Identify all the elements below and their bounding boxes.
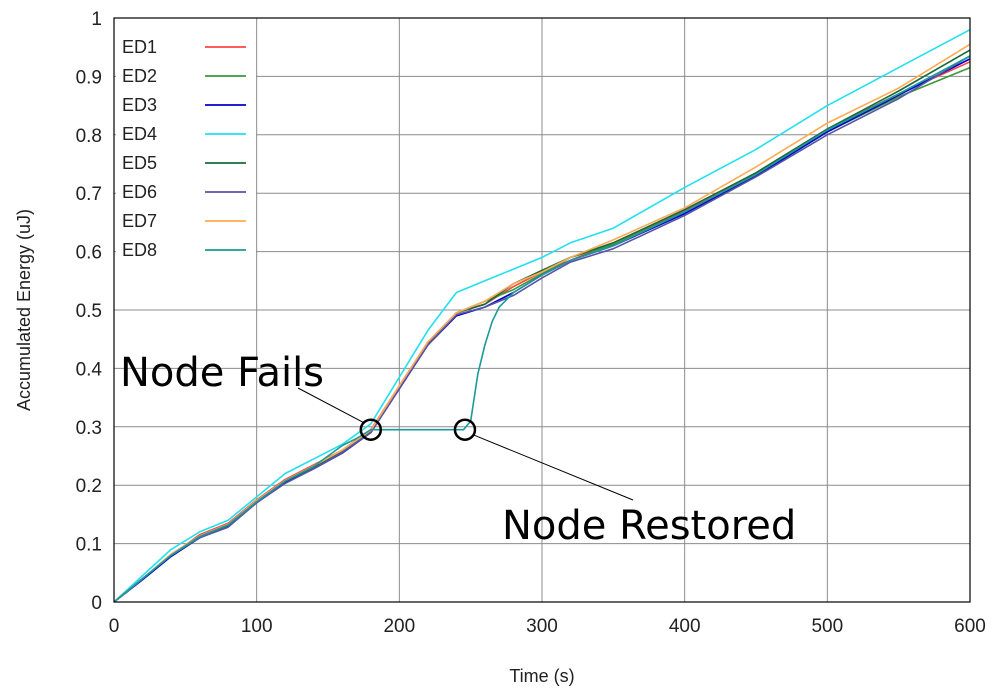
node-fails-label: Node Fails xyxy=(120,350,324,396)
x-axis-label: Time (s) xyxy=(509,666,574,686)
x-tick-label: 200 xyxy=(383,616,415,637)
node-fails-leader xyxy=(297,387,365,424)
y-tick-label: 0.7 xyxy=(76,184,102,205)
x-tick-label: 600 xyxy=(954,616,986,637)
y-tick-label: 0.2 xyxy=(76,476,102,497)
node-restored-marker xyxy=(453,418,477,441)
y-tick-label: 0.3 xyxy=(76,418,102,439)
y-axis-label: Accumulated Energy (uJ) xyxy=(14,209,34,411)
y-tick-label: 0.6 xyxy=(76,243,102,264)
legend-label: ED6 xyxy=(122,182,157,202)
y-tick-label: 1 xyxy=(91,9,102,30)
y-tick-label: 0.8 xyxy=(76,126,102,147)
legend-label: ED7 xyxy=(122,211,157,231)
legend-label: ED3 xyxy=(122,95,157,115)
series-line-ed6 xyxy=(113,55,971,603)
y-tick-label: 0.9 xyxy=(76,67,102,88)
legend: ED1 ED2 ED3 ED4 ED5 ED6 ED7 ED8 xyxy=(116,28,256,260)
y-tick-label: 0.1 xyxy=(76,535,102,556)
legend-label: ED1 xyxy=(122,37,157,57)
legend-label: ED8 xyxy=(122,240,157,260)
x-tick-label: 300 xyxy=(526,616,558,637)
y-tick-labels: 0 0.1 0.2 0.3 0.4 0.5 0.6 0.7 0.8 0.9 1 xyxy=(76,9,103,614)
y-tick-label: 0 xyxy=(91,593,102,614)
node-restored-leader xyxy=(472,434,634,501)
x-tick-label: 400 xyxy=(669,616,701,637)
plot-frame xyxy=(113,17,971,603)
legend-label: ED4 xyxy=(122,124,157,144)
legend-label: ED5 xyxy=(122,153,157,173)
x-tick-label: 100 xyxy=(241,616,273,637)
node-restored-label: Node Restored xyxy=(502,503,796,549)
x-tick-label: 500 xyxy=(811,616,843,637)
y-tick-label: 0.5 xyxy=(76,301,102,322)
node-fails-marker xyxy=(359,418,383,441)
legend-label: ED2 xyxy=(122,66,157,86)
x-tick-labels: 0 100 200 300 400 500 600 xyxy=(109,616,986,637)
series-line-ed4 xyxy=(113,28,971,603)
y-tick-label: 0.4 xyxy=(76,359,103,380)
annotations: Node Fails Node Restored xyxy=(120,350,796,549)
x-tick-label: 0 xyxy=(109,616,120,637)
